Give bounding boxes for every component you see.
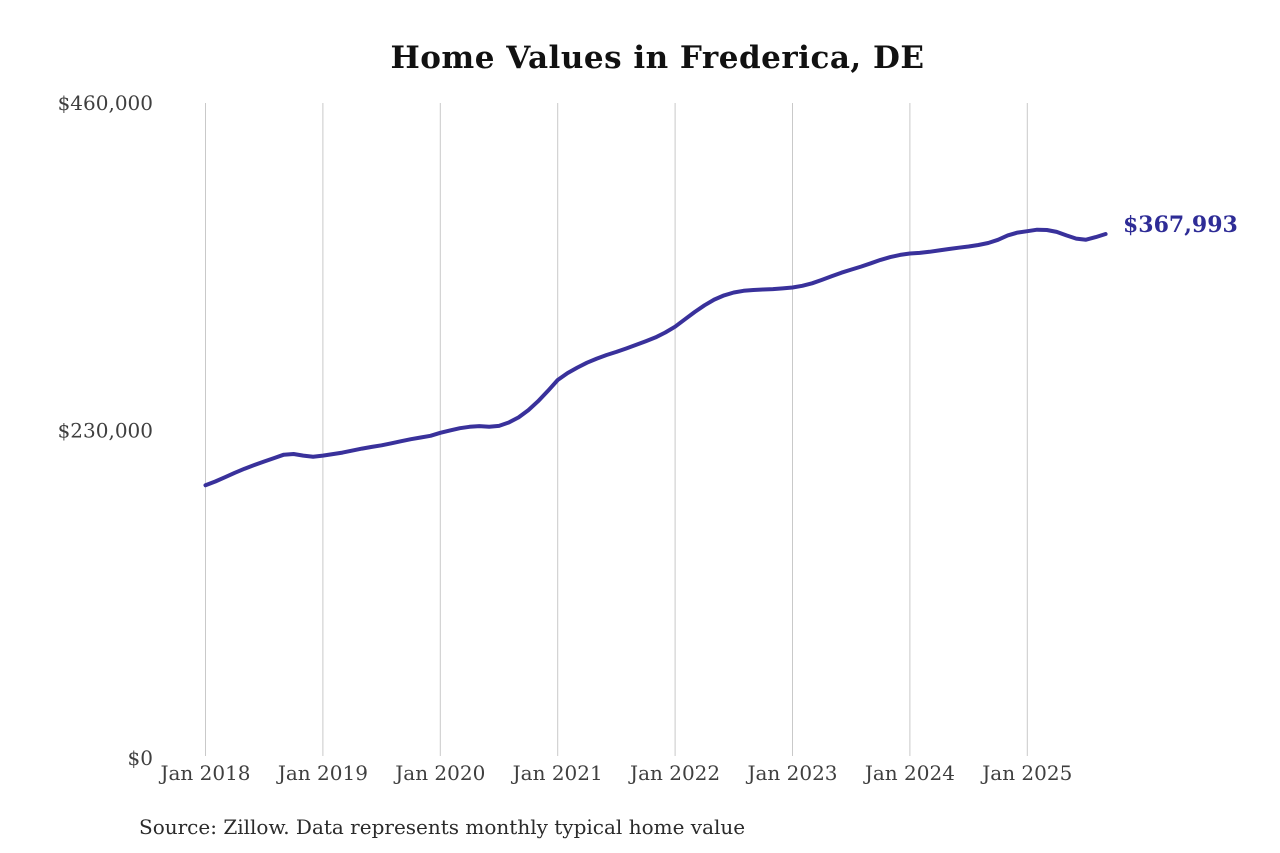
x-tick-label: Jan 2019 [276, 761, 368, 785]
y-tick-label: $230,000 [58, 419, 153, 443]
y-tick-label: $0 [128, 746, 153, 770]
x-tick-label: Jan 2022 [628, 761, 720, 785]
x-tick-label: Jan 2021 [511, 761, 603, 785]
x-tick-label: Jan 2018 [158, 761, 250, 785]
x-tick-label: Jan 2024 [863, 761, 955, 785]
x-tick-label: Jan 2025 [980, 761, 1072, 785]
x-tick-label: Jan 2020 [393, 761, 485, 785]
home-value-line [203, 227, 1108, 488]
chart-title: Home Values in Frederica, DE [390, 40, 925, 76]
y-tick-label: $460,000 [58, 91, 153, 115]
source-note: Source: Zillow. Data represents monthly … [139, 815, 746, 839]
x-tick-label: Jan 2023 [745, 761, 837, 785]
latest-value-label: $367,993 [1123, 212, 1238, 238]
